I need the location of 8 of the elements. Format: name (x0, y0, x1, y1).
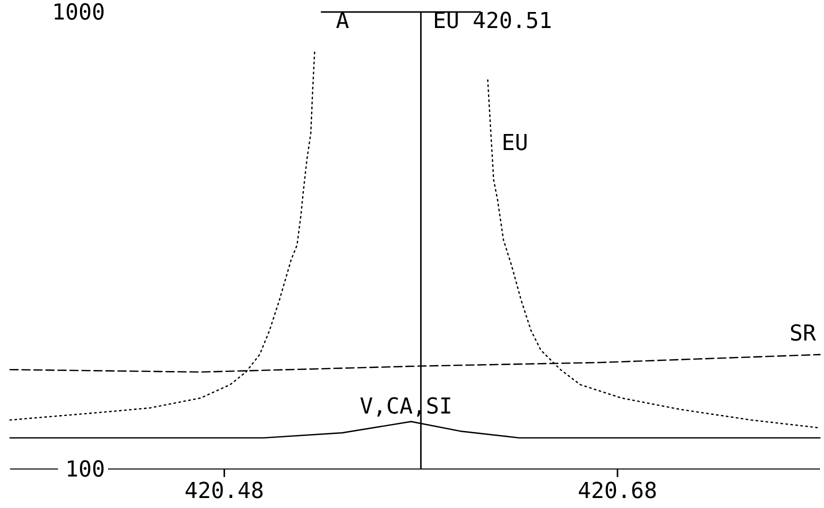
series-label: EU (502, 130, 528, 156)
series-label: SR (790, 322, 817, 347)
x-tick-label: 420.48 (184, 479, 264, 504)
y-tick-label: 1000 (52, 0, 105, 26)
y-tick-label: 100 (65, 458, 105, 483)
x-tick-label: 420.68 (578, 479, 658, 504)
ref-line-label: EU 420.51 (432, 9, 552, 34)
annotation: A (336, 9, 350, 34)
